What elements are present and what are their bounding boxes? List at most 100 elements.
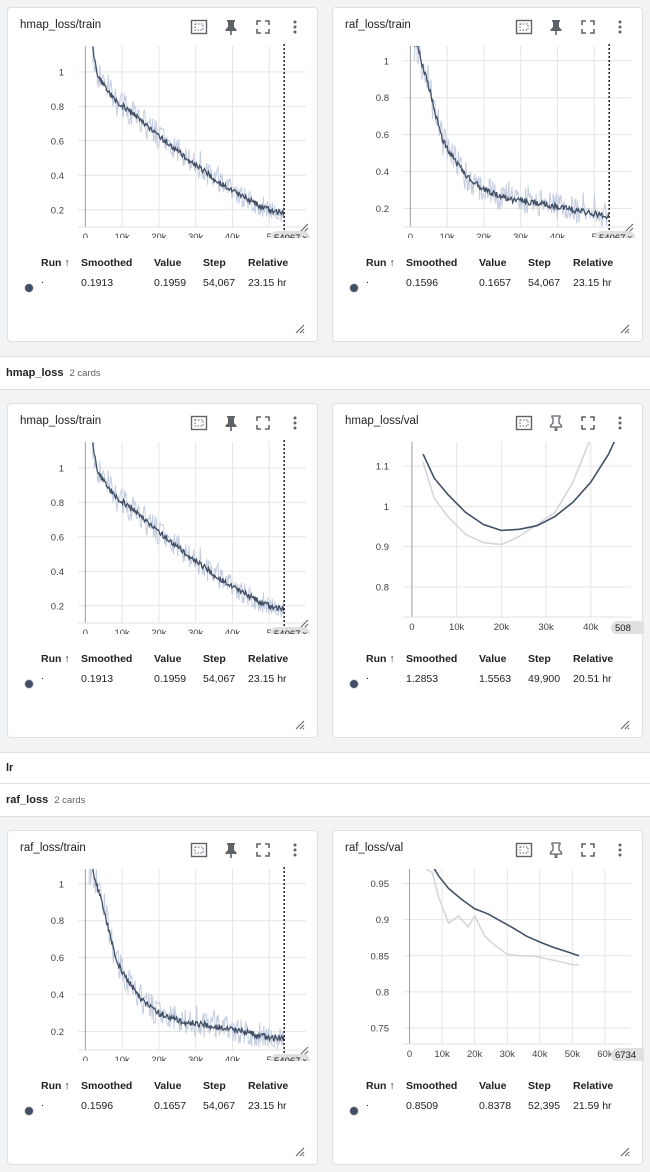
card-title: hmap_loss/train: [20, 415, 102, 427]
step-column-header: Step: [528, 653, 551, 665]
step-badge[interactable]: 54067×: [595, 231, 635, 238]
run-column-header[interactable]: Run ↑: [41, 1080, 70, 1092]
line-chart[interactable]: 0.2 0.4 0.6 0.8 1 0 10k 20k 30k 40k 554067×: [8, 404, 319, 634]
data-selection-icon[interactable]: [183, 412, 215, 434]
resize-handle-icon[interactable]: [295, 1144, 305, 1157]
fullscreen-icon[interactable]: [572, 412, 604, 434]
card-toolbar: [183, 412, 311, 434]
step-badge-label: 508: [615, 623, 631, 634]
pin-icon[interactable]: [215, 839, 247, 861]
x-tick-label: 5: [267, 628, 272, 634]
relative-time-cell: 23.15 hr: [248, 1100, 287, 1112]
smoothed-series-line: [414, 46, 610, 220]
line-chart[interactable]: 0.2 0.4 0.6 0.8 1 0 10k 20k 30k 40k 554067×: [8, 8, 319, 238]
relative-time-cell: 23.15 hr: [573, 277, 612, 289]
pin-icon[interactable]: [215, 412, 247, 434]
smoothed-column-header: Smoothed: [406, 257, 458, 269]
resize-handle-icon[interactable]: [620, 321, 630, 334]
run-column-header[interactable]: Run ↑: [366, 653, 395, 665]
step-badge[interactable]: 54067×: [270, 231, 310, 238]
run-column-header[interactable]: Run ↑: [366, 257, 395, 269]
smoothed-value-cell: 0.1913: [81, 277, 114, 289]
pin-outline-icon[interactable]: [540, 412, 572, 434]
pin-icon[interactable]: [540, 16, 572, 38]
x-tick-label: 20k: [151, 232, 167, 238]
pin-icon[interactable]: [215, 16, 247, 38]
x-tick-label: 20k: [494, 622, 510, 633]
fullscreen-icon[interactable]: [247, 839, 279, 861]
group-header-raf-loss[interactable]: raf_loss 2 cards: [0, 783, 650, 817]
x-tick-label: 40k: [225, 1055, 241, 1061]
more-vert-icon[interactable]: [604, 412, 636, 434]
run-column-header[interactable]: Run ↑: [366, 1080, 395, 1092]
corner-handle-icon: [299, 1046, 309, 1056]
smoothed-column-header: Smoothed: [81, 1080, 133, 1092]
resize-handle-icon[interactable]: [295, 321, 305, 334]
group-card-count: 2 cards: [69, 367, 101, 379]
more-vert-icon[interactable]: [279, 839, 311, 861]
y-tick-label: 0.8: [376, 987, 389, 998]
x-tick-label: 20k: [151, 628, 167, 634]
y-tick-label: 1: [59, 67, 64, 78]
step-badge[interactable]: 508: [611, 621, 644, 634]
x-tick-label: 30k: [500, 1049, 516, 1060]
close-icon[interactable]: ×: [302, 1056, 307, 1061]
smoothed-series-line: [92, 442, 285, 612]
run-color-swatch: [349, 679, 359, 689]
fullscreen-icon[interactable]: [572, 839, 604, 861]
value-cell: 0.1657: [154, 1100, 187, 1112]
data-selection-icon[interactable]: [508, 839, 540, 861]
run-color-swatch: [24, 679, 34, 689]
x-tick-label: 5: [267, 232, 272, 238]
y-tick-label: 0.8: [51, 102, 64, 113]
more-vert-icon[interactable]: [279, 412, 311, 434]
more-vert-icon[interactable]: [604, 839, 636, 861]
step-badge-label: 54067: [274, 629, 300, 634]
step-cell: 54,067: [203, 1100, 236, 1112]
data-selection-icon[interactable]: [508, 16, 540, 38]
run-column-header[interactable]: Run ↑: [41, 653, 70, 665]
run-column-header[interactable]: Run ↑: [41, 257, 70, 269]
line-chart[interactable]: 0.2 0.4 0.6 0.8 1 0 10k 20k 30k 40k 554067×: [333, 8, 644, 238]
more-vert-icon[interactable]: [279, 16, 311, 38]
step-badge[interactable]: 54067×: [270, 627, 310, 634]
value-cell: 0.1959: [154, 673, 187, 685]
data-table-header: Run ↑ Smoothed Value Step Relative: [333, 653, 642, 667]
step-badge[interactable]: 6734: [611, 1048, 644, 1061]
line-chart[interactable]: 0.8 0.9 1 1.1 0 10k 20k 30k 40k 508: [333, 404, 644, 634]
run-name-cell: .: [41, 1097, 44, 1109]
resize-handle-icon[interactable]: [295, 717, 305, 730]
step-cell: 54,067: [203, 277, 236, 289]
y-tick-label: 0.4: [51, 990, 64, 1001]
card-toolbar: [508, 839, 636, 861]
table-row: . 0.1596 0.1657 54,067 23.15 hr: [8, 1097, 317, 1114]
pin-outline-icon[interactable]: [540, 839, 572, 861]
close-icon[interactable]: ×: [302, 233, 307, 238]
data-selection-icon[interactable]: [183, 839, 215, 861]
data-selection-icon[interactable]: [508, 412, 540, 434]
step-column-header: Step: [203, 653, 226, 665]
more-vert-icon[interactable]: [604, 16, 636, 38]
fullscreen-icon[interactable]: [247, 16, 279, 38]
fullscreen-icon[interactable]: [247, 412, 279, 434]
group-title: lr: [6, 762, 14, 774]
data-selection-icon[interactable]: [183, 16, 215, 38]
x-tick-label: 10k: [449, 622, 465, 633]
line-chart[interactable]: 0.2 0.4 0.6 0.8 1 0 10k 20k 30k 40k 554067×: [8, 831, 319, 1061]
line-chart[interactable]: 0.75 0.8 0.85 0.9 0.95 0 10k 20k 30k 40k 50k 60k 673…: [333, 831, 644, 1061]
raw-series-line: [92, 442, 285, 618]
group-header-hmap-loss[interactable]: hmap_loss 2 cards: [0, 356, 650, 390]
smoothed-series-line: [90, 869, 285, 1042]
y-tick-label: 0.8: [376, 582, 389, 593]
fullscreen-icon[interactable]: [572, 16, 604, 38]
resize-handle-icon[interactable]: [620, 717, 630, 730]
step-badge[interactable]: 54067×: [270, 1054, 310, 1061]
resize-handle-icon[interactable]: [620, 1144, 630, 1157]
x-tick-label: 20k: [476, 232, 492, 238]
y-tick-label: 0.6: [51, 532, 64, 543]
raw-series-line: [92, 46, 285, 222]
group-header-lr[interactable]: lr: [0, 752, 650, 784]
close-icon[interactable]: ×: [627, 233, 632, 238]
close-icon[interactable]: ×: [302, 629, 307, 634]
x-tick-label: 40k: [550, 232, 566, 238]
